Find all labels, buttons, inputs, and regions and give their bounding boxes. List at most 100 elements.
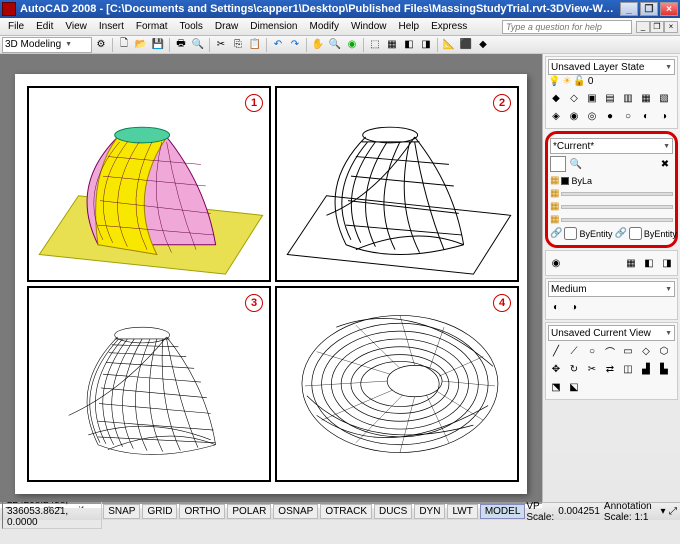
- dyn-toggle[interactable]: DYN: [414, 504, 445, 519]
- tool-icon[interactable]: ◉: [566, 108, 582, 124]
- tool-icon[interactable]: ▾: [658, 504, 668, 520]
- slider[interactable]: [561, 192, 673, 196]
- menu-edit[interactable]: Edit: [30, 19, 59, 34]
- polyline-icon[interactable]: ⟋: [566, 343, 582, 359]
- copy-icon[interactable]: ⎘: [230, 37, 246, 53]
- tool-icon[interactable]: ◐: [638, 108, 654, 124]
- help-search-input[interactable]: [502, 20, 632, 34]
- vpscale-value[interactable]: 0.004251: [554, 506, 604, 517]
- mdi-minimize-button[interactable]: _: [636, 21, 650, 33]
- menu-express[interactable]: Express: [425, 19, 473, 34]
- mdi-close-button[interactable]: ×: [664, 21, 678, 33]
- zoom-icon[interactable]: 🔍: [327, 37, 343, 53]
- menu-modify[interactable]: Modify: [304, 19, 345, 34]
- prop-row[interactable]: ▦: [550, 187, 673, 200]
- viewport-3[interactable]: 3: [27, 286, 271, 482]
- tool-icon[interactable]: ◧: [401, 37, 417, 53]
- viewport-2[interactable]: 2: [275, 86, 519, 282]
- ortho-toggle[interactable]: ORTHO: [179, 504, 225, 519]
- workspace-dropdown[interactable]: 3D Modeling▼: [2, 37, 92, 53]
- close-button[interactable]: ×: [660, 2, 678, 16]
- snap-toggle[interactable]: SNAP: [103, 504, 140, 519]
- tool-icon[interactable]: ◧: [641, 255, 657, 271]
- model-toggle[interactable]: MODEL: [480, 504, 526, 519]
- tool-icon[interactable]: ⬡: [656, 343, 672, 359]
- tool-icon[interactable]: ◎: [584, 108, 600, 124]
- ducs-toggle[interactable]: DUCS: [374, 504, 412, 519]
- menu-insert[interactable]: Insert: [93, 19, 130, 34]
- menu-dimension[interactable]: Dimension: [244, 19, 303, 34]
- tool-icon[interactable]: 🔍: [568, 156, 584, 172]
- tool-icon[interactable]: ✖: [657, 156, 673, 172]
- tool-icon[interactable]: ◆: [548, 90, 564, 106]
- link-icon[interactable]: 🔗: [614, 228, 626, 239]
- new-icon[interactable]: 🗋: [116, 37, 132, 53]
- slider[interactable]: [561, 205, 673, 209]
- tool-icon[interactable]: ▤: [602, 90, 618, 106]
- prop-row[interactable]: ▦: [550, 213, 673, 226]
- mdi-restore-button[interactable]: ❐: [650, 21, 664, 33]
- viewport-4[interactable]: 4: [275, 286, 519, 482]
- minimize-button[interactable]: _: [620, 2, 638, 16]
- tool-icon[interactable]: ◐: [548, 299, 564, 315]
- tool-icon[interactable]: ⤢: [668, 504, 678, 520]
- tool-icon[interactable]: ◨: [418, 37, 434, 53]
- tool-icon[interactable]: ◑: [656, 108, 672, 124]
- swatch-icon[interactable]: [550, 156, 566, 172]
- tool-icon[interactable]: ⇄: [602, 361, 618, 377]
- tool-icon[interactable]: ▦: [638, 90, 654, 106]
- rect-icon[interactable]: ▭: [620, 343, 636, 359]
- visual-style-dropdown[interactable]: *Current*▼: [550, 138, 673, 154]
- menu-window[interactable]: Window: [345, 19, 393, 34]
- tool-icon[interactable]: ▟: [638, 361, 654, 377]
- otrack-toggle[interactable]: OTRACK: [320, 504, 372, 519]
- prop-row[interactable]: ▦: [550, 200, 673, 213]
- maximize-button[interactable]: ❐: [640, 2, 658, 16]
- tool-icon[interactable]: ⬛: [458, 37, 474, 53]
- tool-icon[interactable]: 📐: [441, 37, 457, 53]
- print-icon[interactable]: 🖶: [173, 37, 189, 53]
- byentity-checkbox[interactable]: [564, 227, 577, 240]
- tool-icon[interactable]: ◆: [475, 37, 491, 53]
- tool-icon[interactable]: ⬕: [566, 379, 582, 395]
- tool-icon[interactable]: ▦: [623, 255, 639, 271]
- menu-view[interactable]: View: [59, 19, 93, 34]
- tool-icon[interactable]: ○: [620, 108, 636, 124]
- tool-icon[interactable]: ◫: [620, 361, 636, 377]
- orbit-icon[interactable]: ◉: [344, 37, 360, 53]
- pan-icon[interactable]: ✋: [310, 37, 326, 53]
- tool-icon[interactable]: ⚙: [93, 37, 109, 53]
- open-icon[interactable]: 📂: [133, 37, 149, 53]
- tool-icon[interactable]: ●: [602, 108, 618, 124]
- menu-format[interactable]: Format: [130, 19, 174, 34]
- lwt-toggle[interactable]: LWT: [447, 504, 477, 519]
- preview-icon[interactable]: 🔍: [190, 37, 206, 53]
- tool-icon[interactable]: ▧: [656, 90, 672, 106]
- osnap-toggle[interactable]: OSNAP: [273, 504, 318, 519]
- grid-toggle[interactable]: GRID: [142, 504, 177, 519]
- cut-icon[interactable]: ✂: [213, 37, 229, 53]
- drawing-area[interactable]: 1: [0, 54, 542, 502]
- line-icon[interactable]: ╱: [548, 343, 564, 359]
- redo-icon[interactable]: ↷: [287, 37, 303, 53]
- tool-icon[interactable]: ⬔: [548, 379, 564, 395]
- rotate-icon[interactable]: ↻: [566, 361, 582, 377]
- view-dropdown[interactable]: Unsaved Current View▼: [548, 325, 675, 341]
- menu-file[interactable]: File: [2, 19, 30, 34]
- prop-row[interactable]: ▦ByLa: [550, 174, 673, 187]
- menu-tools[interactable]: Tools: [174, 19, 209, 34]
- layer-state-dropdown[interactable]: Unsaved Layer State▼: [548, 59, 675, 75]
- menu-help[interactable]: Help: [393, 19, 426, 34]
- menu-draw[interactable]: Draw: [209, 19, 244, 34]
- byentity-checkbox[interactable]: [629, 227, 642, 240]
- tool-icon[interactable]: ⬚: [367, 37, 383, 53]
- viewport-1[interactable]: 1: [27, 86, 271, 282]
- annoscale-label[interactable]: Annotation Scale: 1:1: [604, 501, 658, 523]
- tool-icon[interactable]: ▙: [656, 361, 672, 377]
- tool-icon[interactable]: ◉: [548, 255, 564, 271]
- trim-icon[interactable]: ✂: [584, 361, 600, 377]
- tool-icon[interactable]: ▦: [384, 37, 400, 53]
- tool-icon[interactable]: ◇: [566, 90, 582, 106]
- paste-icon[interactable]: 📋: [247, 37, 263, 53]
- save-icon[interactable]: 💾: [150, 37, 166, 53]
